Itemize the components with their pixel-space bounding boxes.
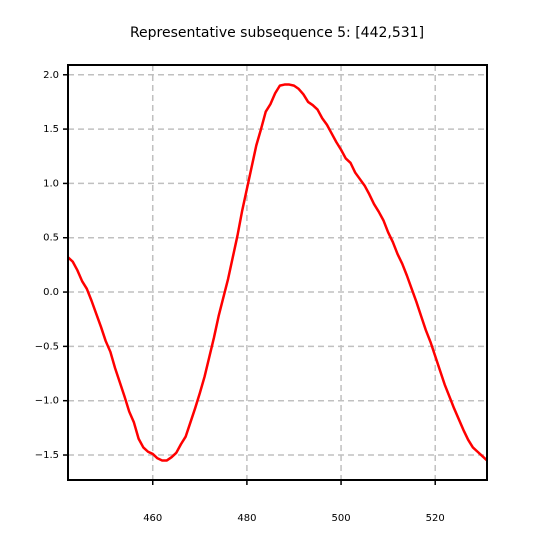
x-tick-label: 480 [237,513,256,524]
y-tick-label: 1.5 [43,124,59,135]
x-tick-label: 460 [143,513,162,524]
y-tick-label: −0.5 [35,341,59,352]
chart-title: Representative subsequence 5: [442,531] [130,25,424,41]
y-tick-label: −1.0 [35,396,59,407]
data-line [67,83,488,462]
plot-frame [67,64,488,481]
y-tick-label: 0.5 [43,233,59,244]
y-tick-label: 1.0 [43,178,59,189]
y-tick-label: 0.0 [43,287,59,298]
x-tick-label: 500 [332,513,351,524]
y-tick-label: −1.5 [35,450,59,461]
y-tick-label: 2.0 [43,70,59,81]
x-tick-label: 520 [426,513,445,524]
